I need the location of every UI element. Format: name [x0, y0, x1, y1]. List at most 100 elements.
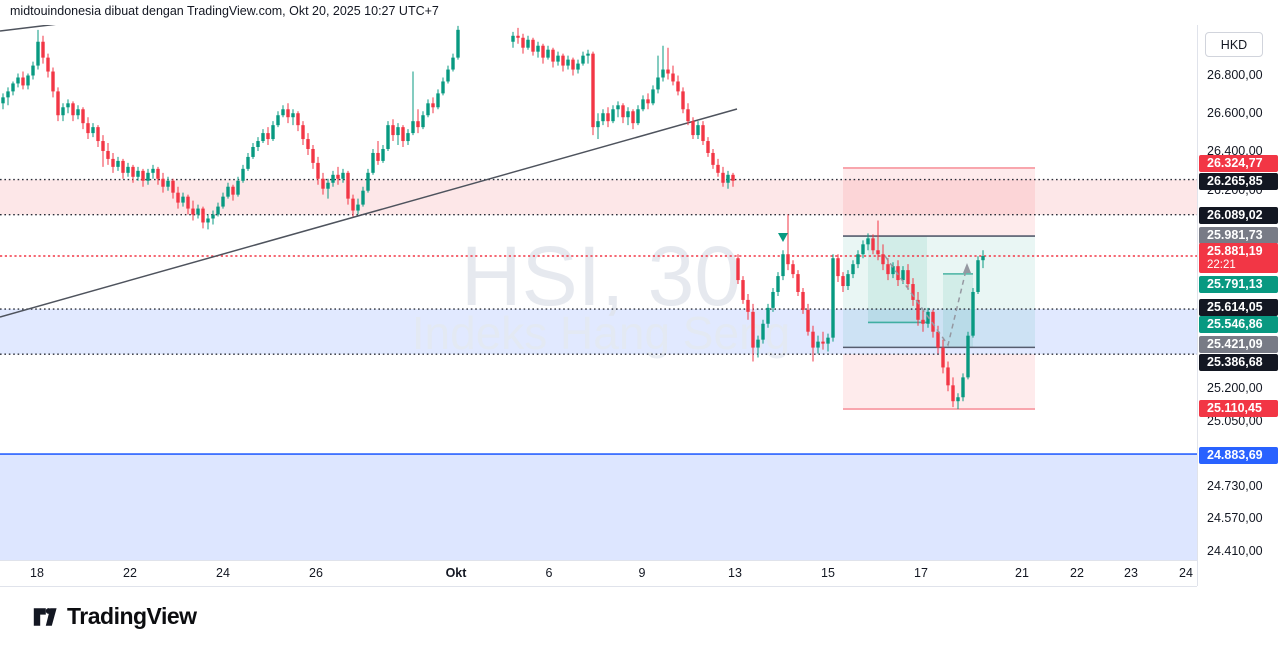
candle-body [581, 55, 585, 64]
candle-body [626, 111, 630, 118]
candle-body [36, 41, 40, 66]
zone-target-box [843, 354, 1035, 410]
candle-body [851, 264, 855, 275]
candle-body [551, 49, 555, 62]
candle-body [86, 123, 90, 134]
candle-body [661, 69, 665, 78]
candle-body [911, 284, 915, 300]
candle-body [801, 291, 805, 310]
lines-layer [0, 25, 1197, 455]
candle-body [401, 127, 405, 142]
candle-body [201, 208, 205, 223]
candle-body [901, 270, 905, 281]
price-level-badge: 25.981,73 [1199, 226, 1278, 244]
candle-body [126, 166, 130, 173]
candle-body [221, 196, 225, 207]
price-level-badge: 25.614,05 [1199, 298, 1278, 316]
candle-body [16, 77, 20, 84]
candle-body [266, 133, 270, 140]
candle-body [731, 174, 735, 181]
price-tick-label: 24.730,00 [1207, 479, 1263, 493]
candle-body [436, 93, 440, 108]
candle-body [761, 323, 765, 340]
candle-body [316, 162, 320, 179]
candle-body [916, 299, 920, 320]
candle-body [296, 113, 300, 126]
candle-body [596, 121, 600, 128]
candle-body [976, 260, 980, 292]
price-level-badge: 25.421,09 [1199, 335, 1278, 353]
price-level-badge: 26.265,85 [1199, 172, 1278, 190]
candle-body [176, 192, 180, 203]
candle-body [161, 178, 165, 187]
candle-body [421, 115, 425, 128]
time-tick-label: 9 [638, 566, 646, 580]
price-axis[interactable]: HKD 26.800,00 26.600,00 26.400,00 26.200,00… [1197, 25, 1281, 586]
time-tick-label: 24 [1179, 566, 1193, 580]
candle-body [251, 147, 255, 157]
candle-body [961, 377, 965, 398]
price-tick-label: 24.570,00 [1207, 511, 1263, 525]
time-tick-label: 18 [30, 566, 44, 580]
price-plot[interactable]: HSI, 30 Indeks Hang Seng [0, 25, 1197, 560]
candle-body [561, 55, 565, 66]
candle-body [636, 109, 640, 124]
candle-body [651, 89, 655, 104]
candle-body [621, 105, 625, 118]
candle-body [971, 291, 975, 336]
candle-body [646, 99, 650, 104]
candle-body [606, 113, 610, 122]
candle-body [326, 182, 330, 189]
candle-body [546, 49, 550, 58]
candle-body [841, 276, 845, 287]
candle-body [11, 83, 15, 92]
tradingview-logo: TradingView [33, 603, 197, 630]
candle-body [26, 75, 30, 86]
candle-body [881, 254, 885, 265]
candle-body [791, 264, 795, 275]
candle-body [846, 274, 850, 287]
price-tick-label: 26.600,00 [1207, 106, 1263, 120]
candle-body [61, 107, 65, 116]
candle-body [341, 172, 345, 179]
price-level-badge: 24.883,69 [1199, 446, 1278, 464]
candle-body [591, 53, 595, 128]
candle-body [111, 158, 115, 167]
candle-body [156, 168, 160, 179]
candle-body [741, 280, 745, 300]
candle-body [291, 113, 295, 118]
projection-arrowhead [963, 263, 971, 273]
candle-body [751, 311, 755, 348]
candle-body [956, 397, 960, 402]
currency-button[interactable]: HKD [1205, 32, 1263, 57]
attribution-text: midtouindonesia dibuat dengan TradingVie… [10, 4, 439, 18]
candle-body [676, 81, 680, 92]
time-tick-label: 23 [1124, 566, 1138, 580]
candle-body [321, 178, 325, 189]
candle-body [681, 91, 685, 110]
time-tick-label: 22 [1070, 566, 1084, 580]
candle-body [696, 125, 700, 136]
candle-body [981, 256, 985, 261]
candle-body [106, 150, 110, 159]
candle-body [616, 105, 620, 110]
candle-body [861, 244, 865, 255]
candle-body [206, 218, 210, 223]
candle-body [941, 347, 945, 368]
candle-body [811, 331, 815, 348]
time-tick-label: Okt [445, 566, 467, 580]
candle-body [936, 331, 940, 348]
candle-body [371, 152, 375, 173]
time-axis[interactable]: 18 22 24 26 Okt 6 9 13 15 17 21 22 23 24 [0, 560, 1197, 587]
candle-body [536, 45, 540, 52]
time-tick-label: 15 [821, 566, 835, 580]
price-tick-label: 25.050,00 [1207, 414, 1263, 428]
candle-body [391, 125, 395, 136]
zone-entry-box [843, 236, 1035, 348]
candle-body [116, 160, 120, 167]
chart-pane[interactable]: HSI, 30 Indeks Hang Seng [0, 25, 1197, 560]
time-tick-label: 22 [123, 566, 137, 580]
candle-body [6, 91, 10, 98]
candle-body [691, 121, 695, 136]
